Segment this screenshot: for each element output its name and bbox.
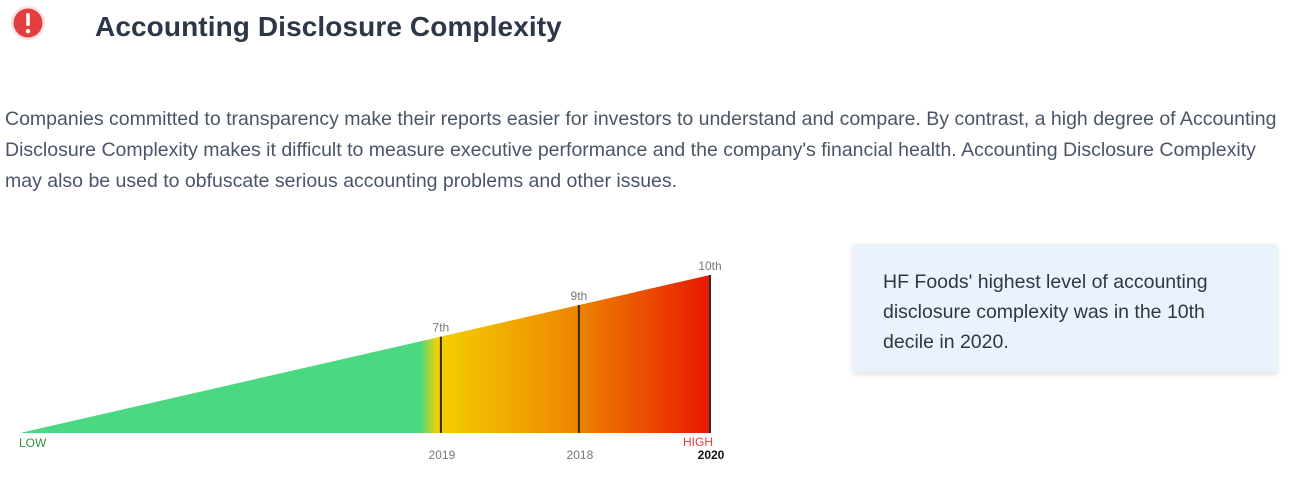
marker-decile-label-2018: 9th	[571, 289, 588, 303]
marker-year-label-2019: 2019	[429, 448, 456, 462]
page-title: Accounting Disclosure Complexity	[95, 11, 562, 42]
marker-decile-label-2019: 7th	[433, 321, 450, 335]
low-label: LOW	[19, 436, 47, 450]
high-label: HIGH	[683, 435, 713, 449]
description-text: Companies committed to transparency make…	[5, 108, 1277, 192]
complexity-wedge	[20, 275, 710, 433]
marker-year-label-2020: 2020	[698, 448, 725, 462]
info-card: HF Foods' highest level of accounting di…	[853, 244, 1277, 372]
info-card-text: HF Foods' highest level of accounting di…	[883, 271, 1208, 353]
complexity-wedge-chart: LOW HIGH 7th 2019 9th 2018 10th 2020	[19, 259, 725, 462]
marker-decile-label-2020: 10th	[698, 259, 721, 273]
marker-year-label-2018: 2018	[567, 448, 594, 462]
exclamation-circle-icon	[11, 6, 45, 40]
